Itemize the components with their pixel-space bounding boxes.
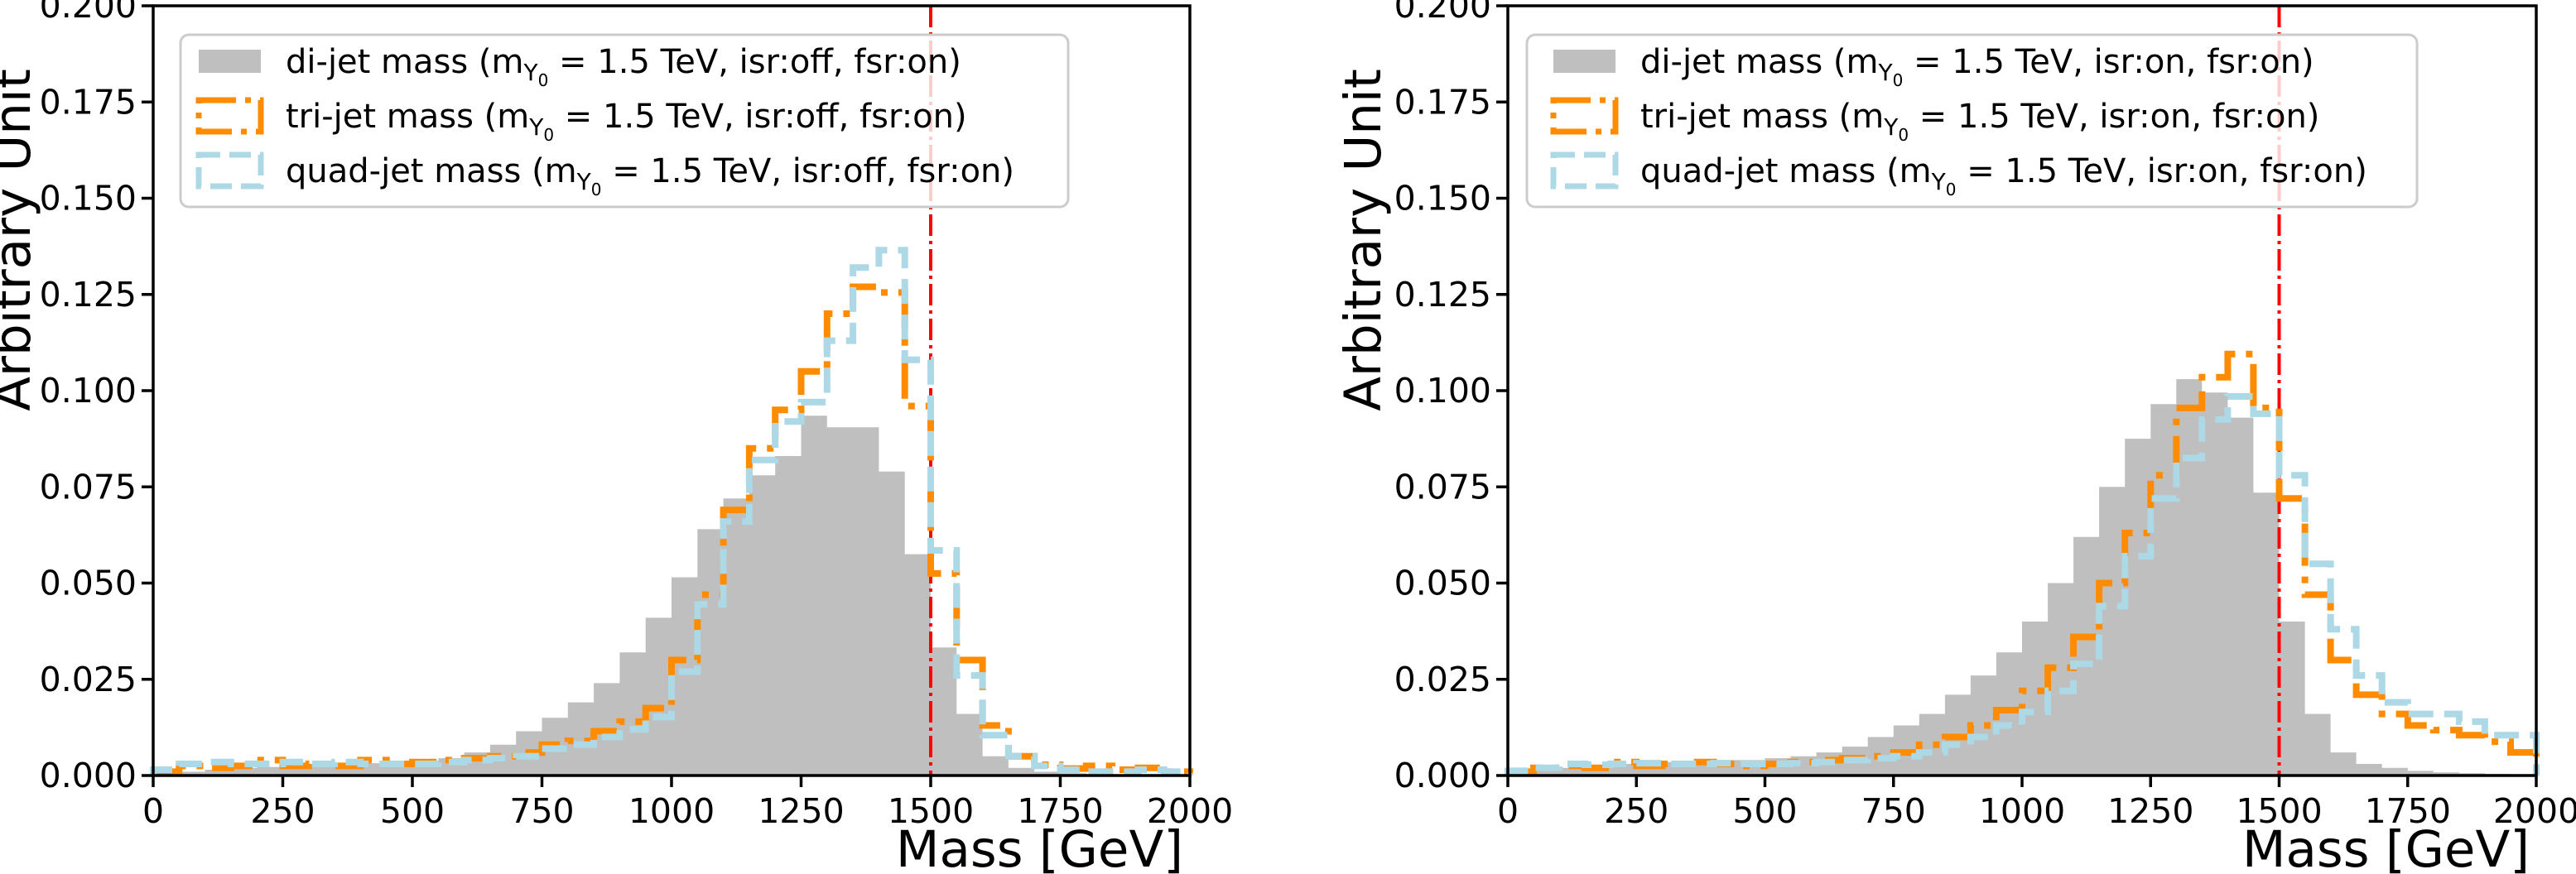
x-tick-label: 750 xyxy=(1861,791,1926,831)
legend-swatch-quadjet xyxy=(1550,151,1619,190)
x-axis-label: Mass [GeV] xyxy=(896,820,1183,874)
y-tick-label: 0.125 xyxy=(40,275,137,315)
x-tick-label: 500 xyxy=(380,791,445,831)
x-tick-label: 0 xyxy=(142,791,164,831)
x-tick-label: 1250 xyxy=(758,791,844,831)
histogram-plot-isr-off: 0 250 500 750 1000 1250 1500 1750 2000 0.000 0.025… xyxy=(0,0,1233,874)
y-axis-label: Arbitrary Unit xyxy=(1334,69,1393,411)
legend-box xyxy=(1525,33,2419,209)
plot-panel-left: 0 250 500 750 1000 1250 1500 1750 2000 0.000 0.025… xyxy=(0,0,1233,874)
legend-label: di-jet mass (mY0 = 1.5 TeV, isr:off, fsr… xyxy=(286,43,961,90)
y-tick-label: 0.050 xyxy=(40,564,137,603)
y-tick-label: 0.050 xyxy=(1394,564,1491,603)
y-axis-label: Arbitrary Unit xyxy=(0,69,42,411)
y-tick-label: 0.125 xyxy=(1394,275,1491,315)
x-tick-label: 250 xyxy=(1604,791,1668,831)
y-tick-label: 0.000 xyxy=(1394,756,1491,795)
x-tick-label: 1000 xyxy=(1979,791,2065,831)
legend-label: quad-jet mass (mY0 = 1.5 TeV, isr:off, f… xyxy=(286,152,1014,199)
y-tick-label: 0.200 xyxy=(40,0,137,26)
y-tick-label: 0.025 xyxy=(40,660,137,699)
legend-label: tri-jet mass (mY0 = 1.5 TeV, isr:on, fsr… xyxy=(1640,98,2319,145)
legend-label: tri-jet mass (mY0 = 1.5 TeV, isr:off, fs… xyxy=(286,98,967,145)
legend-label: quad-jet mass (mY0 = 1.5 TeV, isr:on, fs… xyxy=(1640,152,2367,199)
y-tick-label: 0.150 xyxy=(1394,179,1491,218)
y-tick-label: 0.100 xyxy=(1394,371,1491,411)
x-tick-label: 250 xyxy=(250,791,315,831)
x-tick-label: 1500 xyxy=(888,791,974,831)
y-tick-label: 0.100 xyxy=(40,371,137,411)
plot-panel-right: 0 250 500 750 1000 1250 1500 1750 2000 0.000 0.025… xyxy=(1288,0,2576,874)
legend-box xyxy=(179,33,1070,209)
histogram-trijet-line xyxy=(150,283,1193,776)
x-tick-label: 2000 xyxy=(2493,791,2576,831)
x-tick-label: 0 xyxy=(1497,791,1519,831)
histogram-plot-isr-on: 0 250 500 750 1000 1250 1500 1750 2000 0.000 0.025… xyxy=(1334,0,2576,874)
x-tick-label: 750 xyxy=(509,791,574,831)
x-tick-label: 500 xyxy=(1732,791,1797,831)
y-tick-label: 0.025 xyxy=(1394,660,1491,699)
histogram-dijet-fill xyxy=(153,415,1190,776)
legend-label: di-jet mass (mY0 = 1.5 TeV, isr:on, fsr:… xyxy=(1640,43,2314,90)
legend-swatch-trijet xyxy=(1550,97,1619,135)
y-tick-label: 0.150 xyxy=(40,179,137,218)
x-tick-label: 1250 xyxy=(2107,791,2193,831)
histogram-trijet-line xyxy=(1505,350,2540,776)
y-tick-label: 0.175 xyxy=(40,82,137,122)
y-tick-label: 0.000 xyxy=(40,756,137,795)
y-tick-label: 0.075 xyxy=(1394,467,1491,507)
x-tick-label: 2000 xyxy=(1147,791,1233,831)
y-tick-label: 0.175 xyxy=(1394,82,1491,122)
legend-swatch-dijet xyxy=(199,50,261,73)
x-tick-label: 1750 xyxy=(1017,791,1103,831)
x-tick-label: 1750 xyxy=(2365,791,2451,831)
y-tick-label: 0.200 xyxy=(1394,0,1491,26)
legend-swatch-trijet xyxy=(195,97,264,135)
histogram-quadjet-line xyxy=(150,247,1193,776)
legend-swatch-quadjet xyxy=(195,151,264,190)
y-tick-label: 0.075 xyxy=(40,467,137,507)
x-axis-label: Mass [GeV] xyxy=(2242,820,2530,874)
legend-swatch-dijet xyxy=(1553,50,1615,73)
histogram-quadjet-line xyxy=(1505,393,2540,776)
x-tick-label: 1500 xyxy=(2236,791,2322,831)
x-tick-label: 1000 xyxy=(628,791,715,831)
